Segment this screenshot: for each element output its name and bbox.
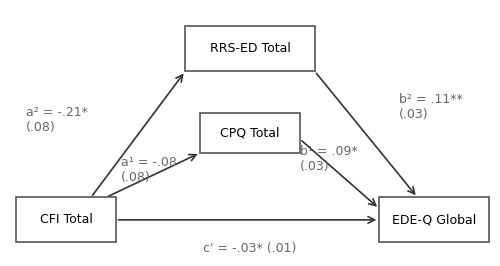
Text: a² = -.21*
(.08): a² = -.21* (.08)	[26, 106, 88, 134]
FancyBboxPatch shape	[380, 197, 488, 242]
Text: EDE-Q Global: EDE-Q Global	[392, 213, 476, 226]
Text: c' = -.03* (.01): c' = -.03* (.01)	[204, 242, 296, 255]
FancyBboxPatch shape	[16, 197, 116, 242]
Text: CPQ Total: CPQ Total	[220, 127, 280, 139]
FancyBboxPatch shape	[186, 26, 314, 71]
Text: CFI Total: CFI Total	[40, 213, 92, 226]
Text: RRS-ED Total: RRS-ED Total	[210, 42, 290, 55]
FancyBboxPatch shape	[200, 113, 300, 153]
Text: b² = .11**
(.03): b² = .11** (.03)	[399, 93, 463, 121]
Text: a¹ = -.08
(.08): a¹ = -.08 (.08)	[120, 156, 176, 184]
Text: b¹ = .09*
(.03): b¹ = .09* (.03)	[300, 145, 358, 173]
